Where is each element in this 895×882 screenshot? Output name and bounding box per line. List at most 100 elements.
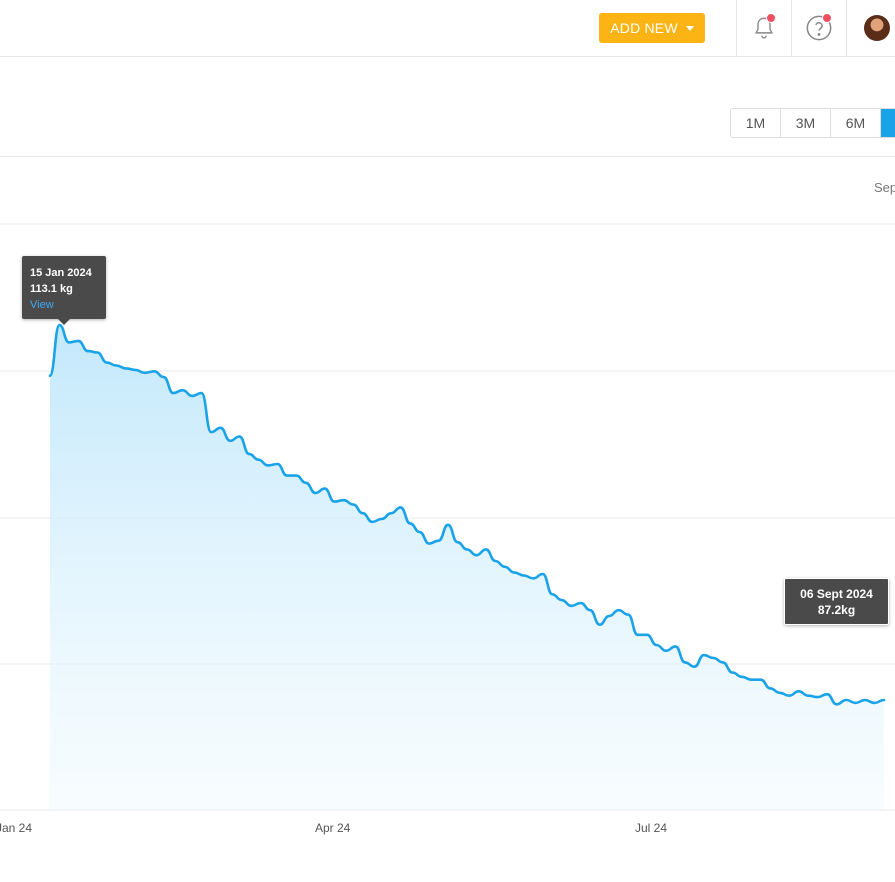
data-point[interactable] <box>834 701 840 707</box>
data-point[interactable] <box>521 573 527 579</box>
data-point[interactable] <box>417 529 423 535</box>
avatar[interactable] <box>864 15 890 41</box>
data-point[interactable] <box>436 538 442 544</box>
data-point[interactable] <box>284 473 290 479</box>
data-point[interactable] <box>739 674 745 680</box>
data-point[interactable] <box>767 685 773 691</box>
data-point[interactable] <box>654 642 660 648</box>
data-point[interactable] <box>872 700 878 706</box>
data-point[interactable] <box>208 429 214 435</box>
data-point[interactable] <box>644 632 650 638</box>
data-point[interactable] <box>275 461 281 467</box>
data-point[interactable] <box>777 690 783 696</box>
data-point[interactable] <box>511 570 517 576</box>
range-1m-button[interactable]: 1M <box>731 109 781 137</box>
data-point[interactable] <box>265 462 271 468</box>
data-point[interactable] <box>142 370 148 376</box>
range-3m-button[interactable]: 3M <box>781 109 831 137</box>
data-point[interactable] <box>701 652 707 658</box>
range-6m-button[interactable]: 6M <box>831 109 881 137</box>
data-point[interactable] <box>341 497 347 503</box>
data-point[interactable] <box>132 367 138 373</box>
data-point[interactable] <box>75 338 81 344</box>
data-point[interactable] <box>549 591 555 597</box>
x-tick-label: Apr 24 <box>315 821 351 835</box>
help-button[interactable] <box>801 10 837 46</box>
data-point[interactable] <box>597 622 603 628</box>
data-point[interactable] <box>673 643 679 649</box>
data-point[interactable] <box>369 519 375 525</box>
data-point[interactable] <box>805 693 811 699</box>
data-point[interactable] <box>578 600 584 606</box>
data-point[interactable] <box>113 363 119 369</box>
data-point[interactable] <box>824 691 830 697</box>
tooltip-date: 15 Jan 2024 <box>30 267 92 279</box>
data-point[interactable] <box>474 552 480 558</box>
data-point[interactable] <box>758 677 764 683</box>
data-point[interactable] <box>606 613 612 619</box>
data-point[interactable] <box>180 387 186 393</box>
data-point[interactable] <box>426 541 432 547</box>
data-point[interactable] <box>350 502 356 508</box>
data-point[interactable] <box>616 607 622 613</box>
data-point[interactable] <box>540 571 546 577</box>
data-point[interactable] <box>47 373 53 379</box>
data-point[interactable] <box>502 564 508 570</box>
data-point[interactable] <box>66 339 72 345</box>
data-point[interactable] <box>568 603 574 609</box>
data-point[interactable] <box>388 510 394 516</box>
data-point[interactable] <box>227 438 233 444</box>
data-point[interactable] <box>796 688 802 694</box>
data-point[interactable] <box>331 499 337 505</box>
data-point[interactable] <box>682 659 688 665</box>
data-point[interactable] <box>587 607 593 613</box>
data-point[interactable] <box>303 480 309 486</box>
data-point[interactable] <box>455 539 461 545</box>
data-point[interactable] <box>559 597 565 603</box>
data-point[interactable] <box>786 693 792 699</box>
data-point[interactable] <box>94 350 100 356</box>
data-point[interactable] <box>379 516 385 522</box>
data-point[interactable] <box>189 393 195 399</box>
data-point[interactable] <box>199 390 205 396</box>
data-point[interactable] <box>322 486 328 492</box>
data-point[interactable] <box>293 473 299 479</box>
data-point[interactable] <box>161 374 167 380</box>
data-point[interactable] <box>853 700 859 706</box>
data-point[interactable] <box>862 697 868 703</box>
data-point[interactable] <box>218 425 224 431</box>
data-point[interactable] <box>625 612 631 618</box>
data-point[interactable] <box>815 694 821 700</box>
data-point[interactable] <box>748 677 754 683</box>
data-point[interactable] <box>881 697 887 703</box>
data-point[interactable] <box>398 504 404 510</box>
data-point[interactable] <box>170 390 176 396</box>
data-point[interactable] <box>635 632 641 638</box>
data-point[interactable] <box>123 365 129 371</box>
data-point[interactable] <box>246 451 252 457</box>
data-point[interactable] <box>256 457 262 463</box>
data-point[interactable] <box>843 697 849 703</box>
range-active-button[interactable] <box>881 109 895 137</box>
data-point[interactable] <box>692 664 698 670</box>
notifications-button[interactable] <box>746 10 782 46</box>
data-point[interactable] <box>360 510 366 516</box>
data-point[interactable] <box>492 558 498 564</box>
data-point[interactable] <box>530 575 536 581</box>
data-point[interactable] <box>464 546 470 552</box>
data-point[interactable] <box>710 655 716 661</box>
data-point[interactable] <box>85 348 91 354</box>
data-point[interactable] <box>104 360 110 366</box>
data-point[interactable] <box>445 522 451 528</box>
weight-chart: Jan 24 Apr 24 Jul 24 <box>0 223 895 835</box>
tooltip-view-link[interactable]: View <box>30 299 54 311</box>
data-point[interactable] <box>237 434 243 440</box>
data-point[interactable] <box>663 648 669 654</box>
add-new-button[interactable]: ADD NEW <box>599 13 705 43</box>
data-point[interactable] <box>312 490 318 496</box>
data-point[interactable] <box>407 520 413 526</box>
data-point[interactable] <box>483 546 489 552</box>
data-point[interactable] <box>729 670 735 676</box>
data-point[interactable] <box>151 368 157 374</box>
data-point[interactable] <box>720 659 726 665</box>
